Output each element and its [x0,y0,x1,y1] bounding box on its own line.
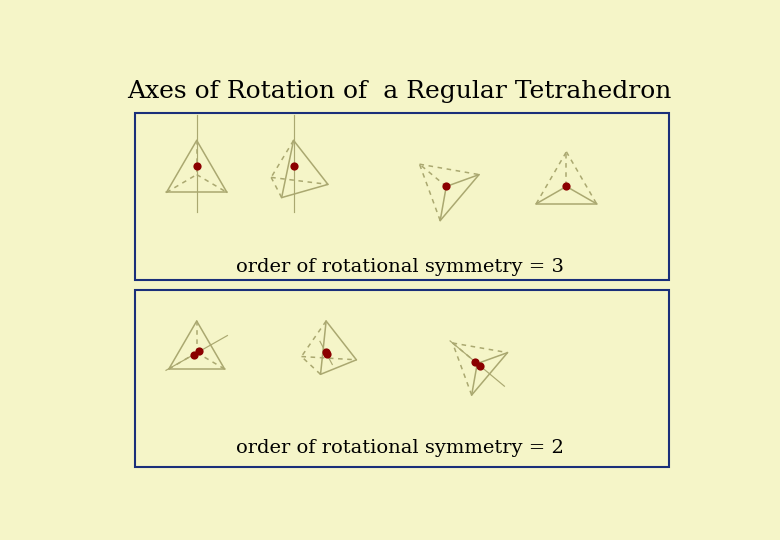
Point [193,347,206,356]
Bar [135,112,669,280]
Bar [135,289,669,467]
Text: order of rotational symmetry = 2: order of rotational symmetry = 2 [236,439,564,457]
Point [190,161,203,170]
Point [440,182,452,191]
Point [188,350,200,359]
Point [321,350,333,359]
Point [319,348,332,356]
Point [287,161,300,170]
Text: order of rotational symmetry = 3: order of rotational symmetry = 3 [236,258,564,276]
Point [473,361,486,370]
Text: Axes of Rotation of  a Regular Tetrahedron: Axes of Rotation of a Regular Tetrahedro… [128,80,672,103]
Point [469,357,481,366]
Point [560,182,573,191]
